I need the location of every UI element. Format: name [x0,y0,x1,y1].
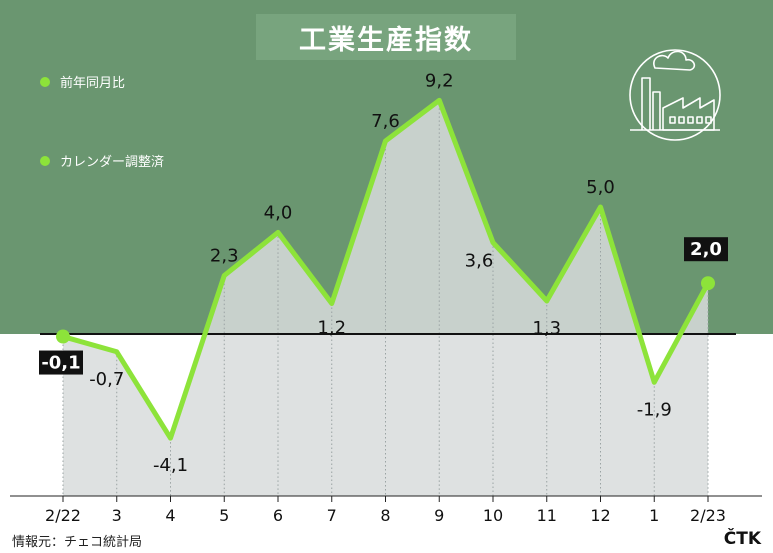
legend-label: 前年同月比 [60,76,126,91]
x-tick-label: 6 [273,506,283,525]
factory-icon-smoke [653,50,696,71]
factory-icon-window [687,116,694,124]
x-tick-label: 7 [327,506,337,525]
legend-marker [40,76,50,87]
data-label: 9,2 [425,70,454,91]
data-label-box [39,350,83,375]
data-point [56,329,70,344]
data-label: 4,0 [264,202,293,223]
data-label: 1,3 [532,318,561,339]
factory-icon-circle [629,49,721,141]
data-label: 2,0 [690,239,722,260]
data-point [701,276,715,291]
data-label: 5,0 [586,177,615,198]
x-tick-label: 12 [590,506,610,525]
x-tick-label: 8 [380,506,390,525]
factory-icon [629,49,721,141]
x-tick-label: 3 [112,506,122,525]
data-label-box [684,237,728,262]
factory-icon-window [669,116,676,124]
x-tick-label: 9 [434,506,444,525]
series-line [60,97,711,441]
data-label: 7,6 [371,111,400,132]
factory-icon-window [678,116,685,124]
x-tick-label: 4 [165,506,175,525]
x-tick-label: 2/23 [690,506,726,525]
data-label: -0,1 [41,353,80,374]
legend-label: カレンダー調整済 [60,155,165,170]
data-label: -1,9 [637,399,672,420]
data-label: -0,7 [89,369,124,390]
legend-item-yoy: 前年同月比 [40,72,129,91]
x-tick-label: 1 [649,506,659,525]
data-label: 2,3 [210,246,239,267]
source-note: 情報元：チェコ統計局 [12,535,143,550]
x-tick-label: 2/22 [45,506,81,525]
brand-logo: ČTK [723,529,761,549]
data-label: 1,2 [317,318,346,339]
legend-marker [40,155,50,166]
x-tick-label: 11 [537,506,557,525]
factory-icon-window [705,116,712,124]
chart-title: 工業生産指数 [256,14,516,60]
legend-item-adjusted: カレンダー調整済 [40,151,168,170]
x-tick-label: 5 [219,506,229,525]
factory-icon-window [696,116,703,124]
x-tick-label: 10 [483,506,503,525]
factory-icon-building [641,77,715,131]
data-label: -4,1 [153,455,188,476]
data-label: 3,6 [465,251,494,272]
